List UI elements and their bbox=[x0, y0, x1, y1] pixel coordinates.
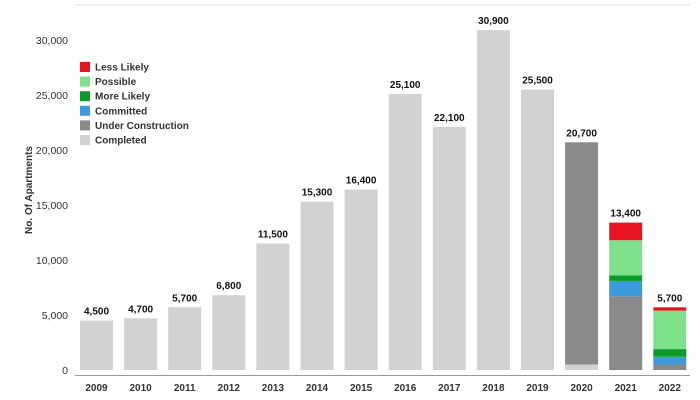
y-tick-label: 15,000 bbox=[36, 200, 68, 212]
bar-2022-less-likely bbox=[653, 307, 687, 311]
bar-2014-completed bbox=[300, 201, 334, 370]
total-labels: 4,500 4,700 5,700 6,800 11,500 15,300 16,400 25… bbox=[84, 16, 683, 317]
legend-label-more-likely: More Likely bbox=[95, 92, 150, 103]
bar-2022-under-construction bbox=[653, 364, 687, 370]
bar-2013-completed bbox=[256, 243, 290, 370]
y-tick-label: 0 bbox=[62, 365, 68, 377]
bar-2021-possible bbox=[609, 240, 643, 276]
bar-2022-possible bbox=[653, 310, 687, 350]
total-label-2020: 20,700 bbox=[566, 128, 597, 139]
total-label-2018: 30,900 bbox=[478, 16, 509, 27]
x-tick-label-2018: 2018 bbox=[482, 383, 505, 394]
bar-2018-completed bbox=[476, 30, 510, 370]
x-tick-label-2013: 2013 bbox=[262, 383, 285, 394]
legend-swatch-completed bbox=[80, 135, 90, 145]
legend-label-less-likely: Less Likely bbox=[95, 63, 149, 74]
legend-label-committed: Committed bbox=[95, 106, 147, 117]
total-label-2017: 22,100 bbox=[434, 113, 465, 124]
y-tick-label: 30,000 bbox=[36, 35, 68, 47]
x-axis: 2009 2010 2011 2012 2013 2014 2015 2016 2017 2018… bbox=[85, 383, 681, 394]
bar-2022-more-likely bbox=[653, 349, 687, 357]
bar-2010-completed bbox=[124, 318, 158, 370]
y-tick-label: 20,000 bbox=[36, 145, 68, 157]
total-label-2014: 15,300 bbox=[302, 188, 333, 199]
x-tick-label-2009: 2009 bbox=[85, 383, 108, 394]
y-axis-label: No. Of Apartments bbox=[24, 146, 35, 234]
legend: Less Likely Possible More Likely Committed U… bbox=[80, 62, 189, 147]
legend-swatch-committed bbox=[80, 105, 90, 116]
total-label-2009: 4,500 bbox=[84, 307, 109, 318]
bar-2020-completed bbox=[565, 364, 599, 370]
x-tick-label-2019: 2019 bbox=[526, 383, 549, 394]
total-label-2015: 16,400 bbox=[346, 176, 377, 187]
legend-swatch-under-construction bbox=[80, 120, 90, 131]
bar-2017-completed bbox=[432, 126, 466, 371]
total-label-2022: 5,700 bbox=[657, 293, 682, 304]
x-tick-label-2015: 2015 bbox=[350, 383, 373, 394]
x-tick-label-2016: 2016 bbox=[394, 383, 417, 394]
y-axis: 0 5,000 10,000 15,000 20,000 25,000 30,000 bbox=[36, 35, 68, 377]
x-tick-label-2017: 2017 bbox=[438, 383, 461, 394]
legend-label-possible: Possible bbox=[95, 77, 137, 88]
x-tick-label-2021: 2021 bbox=[615, 383, 638, 394]
bar-2021-under-construction bbox=[609, 296, 643, 370]
bar-2011-completed bbox=[168, 307, 202, 370]
x-tick-label-2022: 2022 bbox=[659, 383, 682, 394]
bar-2016-completed bbox=[388, 93, 422, 371]
bar-2021-committed bbox=[609, 280, 643, 297]
x-tick-label-2012: 2012 bbox=[218, 383, 241, 394]
y-tick-label: 5,000 bbox=[42, 310, 68, 322]
bars bbox=[80, 30, 687, 371]
bar-2022-committed bbox=[653, 356, 687, 365]
bar-2021-more-likely bbox=[609, 275, 643, 281]
legend-swatch-less-likely bbox=[80, 62, 90, 72]
total-label-2021: 13,400 bbox=[610, 209, 641, 220]
y-tick-label: 25,000 bbox=[36, 90, 68, 102]
bar-2020-under-construction bbox=[565, 142, 599, 365]
bar-2021-less-likely bbox=[609, 222, 643, 241]
legend-label-completed: Completed bbox=[95, 136, 147, 147]
y-tick-label: 10,000 bbox=[36, 255, 68, 267]
bar-2019-completed bbox=[521, 89, 554, 370]
total-label-2011: 5,700 bbox=[172, 293, 197, 304]
bar-2015-completed bbox=[344, 189, 378, 370]
bar-2012-completed bbox=[212, 295, 246, 370]
total-label-2019: 25,500 bbox=[522, 76, 553, 87]
x-tick-label-2010: 2010 bbox=[129, 383, 152, 394]
bar-2009-completed bbox=[80, 320, 113, 370]
x-tick-label-2014: 2014 bbox=[306, 383, 329, 394]
legend-label-under-construction: Under Construction bbox=[95, 121, 189, 132]
legend-swatch-more-likely bbox=[80, 91, 90, 102]
x-tick-label-2011: 2011 bbox=[174, 383, 196, 394]
legend-swatch-possible bbox=[80, 76, 90, 87]
x-tick-label-2020: 2020 bbox=[570, 383, 593, 394]
total-label-2012: 6,800 bbox=[216, 281, 241, 292]
total-label-2010: 4,700 bbox=[128, 304, 153, 315]
total-label-2016: 25,100 bbox=[390, 80, 421, 91]
total-label-2013: 11,500 bbox=[258, 230, 288, 241]
